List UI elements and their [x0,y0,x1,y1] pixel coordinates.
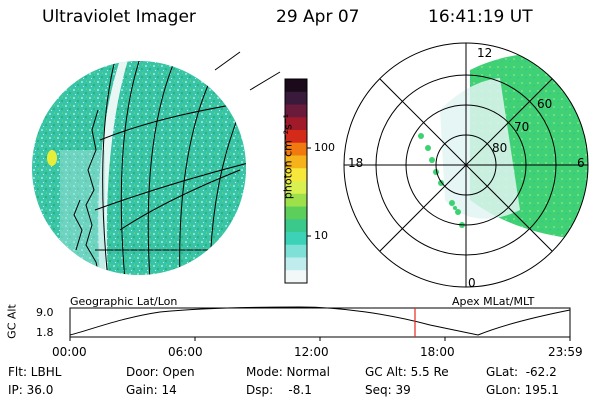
mlt-label-6: 6 [577,156,585,170]
alt-xtick-1: 06:00 [168,345,203,359]
lat-label-80: 80 [492,141,508,155]
colorbar-segment [285,91,307,105]
colorbar-segment [285,155,307,169]
lat-label-70: 70 [514,120,530,134]
info-glat: GLat: -62.2 [486,365,557,379]
info-flt: Flt: LBHL [8,365,62,379]
polar-map [343,42,589,288]
colorbar-segment [285,244,307,258]
date-label: 29 Apr 07 [276,7,360,27]
colorbar-segment [285,193,307,207]
alt-ytick-high: 9.0 [36,306,54,319]
mlt-label-0: 0 [468,276,476,290]
bright-spot [47,150,57,166]
info-gain: Gain: 14 [126,383,177,397]
info-gcalt: GC Alt: 5.5 Re [365,365,449,379]
colorbar-segment [285,206,307,220]
colorbar-tick-10: 10 [314,229,328,242]
colorbar-segment [285,270,307,284]
colorbar-segment [285,232,307,246]
instrument-title: Ultraviolet Imager [42,7,196,27]
info-ip: IP: 36.0 [8,383,54,397]
mlt-label-18: 18 [348,156,364,170]
time-label: 16:41:19 UT [428,7,533,27]
lat-label-60: 60 [537,97,553,111]
info-seq: Seq: 39 [365,383,411,397]
alt-xtick-3: 18:00 [420,345,455,359]
colorbar-segment [285,219,307,233]
alt-ylabel: GC Alt [5,304,19,339]
alt-xtick-0: 00:00 [52,345,87,359]
colorbar-segment [285,79,307,93]
colorbar [285,79,307,284]
colorbar-tick-100: 100 [314,141,335,154]
colorbar-segment [285,117,307,131]
info-dsp: Dsp: -8.1 [246,383,312,397]
colorbar-segment [285,130,307,144]
alt-xtick-2: 12:00 [294,345,329,359]
mlt-label-12: 12 [477,46,493,60]
colorbar-segment [285,168,307,182]
colorbar-unit-label: photon cm⁻²s⁻¹ [281,113,295,200]
geographic-image [32,51,281,275]
info-door: Door: Open [126,365,195,379]
colorbar-segment [285,181,307,195]
colorbar-segment [285,142,307,156]
geographic-caption: Geographic Lat/Lon [70,295,178,308]
alt-xtick-4: 23:59 [548,345,583,359]
info-mode: Mode: Normal [246,365,330,379]
colorbar-segment [285,257,307,271]
altitude-plot [69,306,571,341]
colorbar-segment [285,104,307,118]
alt-ytick-low: 1.8 [36,326,54,339]
info-glon: GLon: 195.1 [486,383,559,397]
apex-caption: Apex MLat/MLT [452,295,535,308]
